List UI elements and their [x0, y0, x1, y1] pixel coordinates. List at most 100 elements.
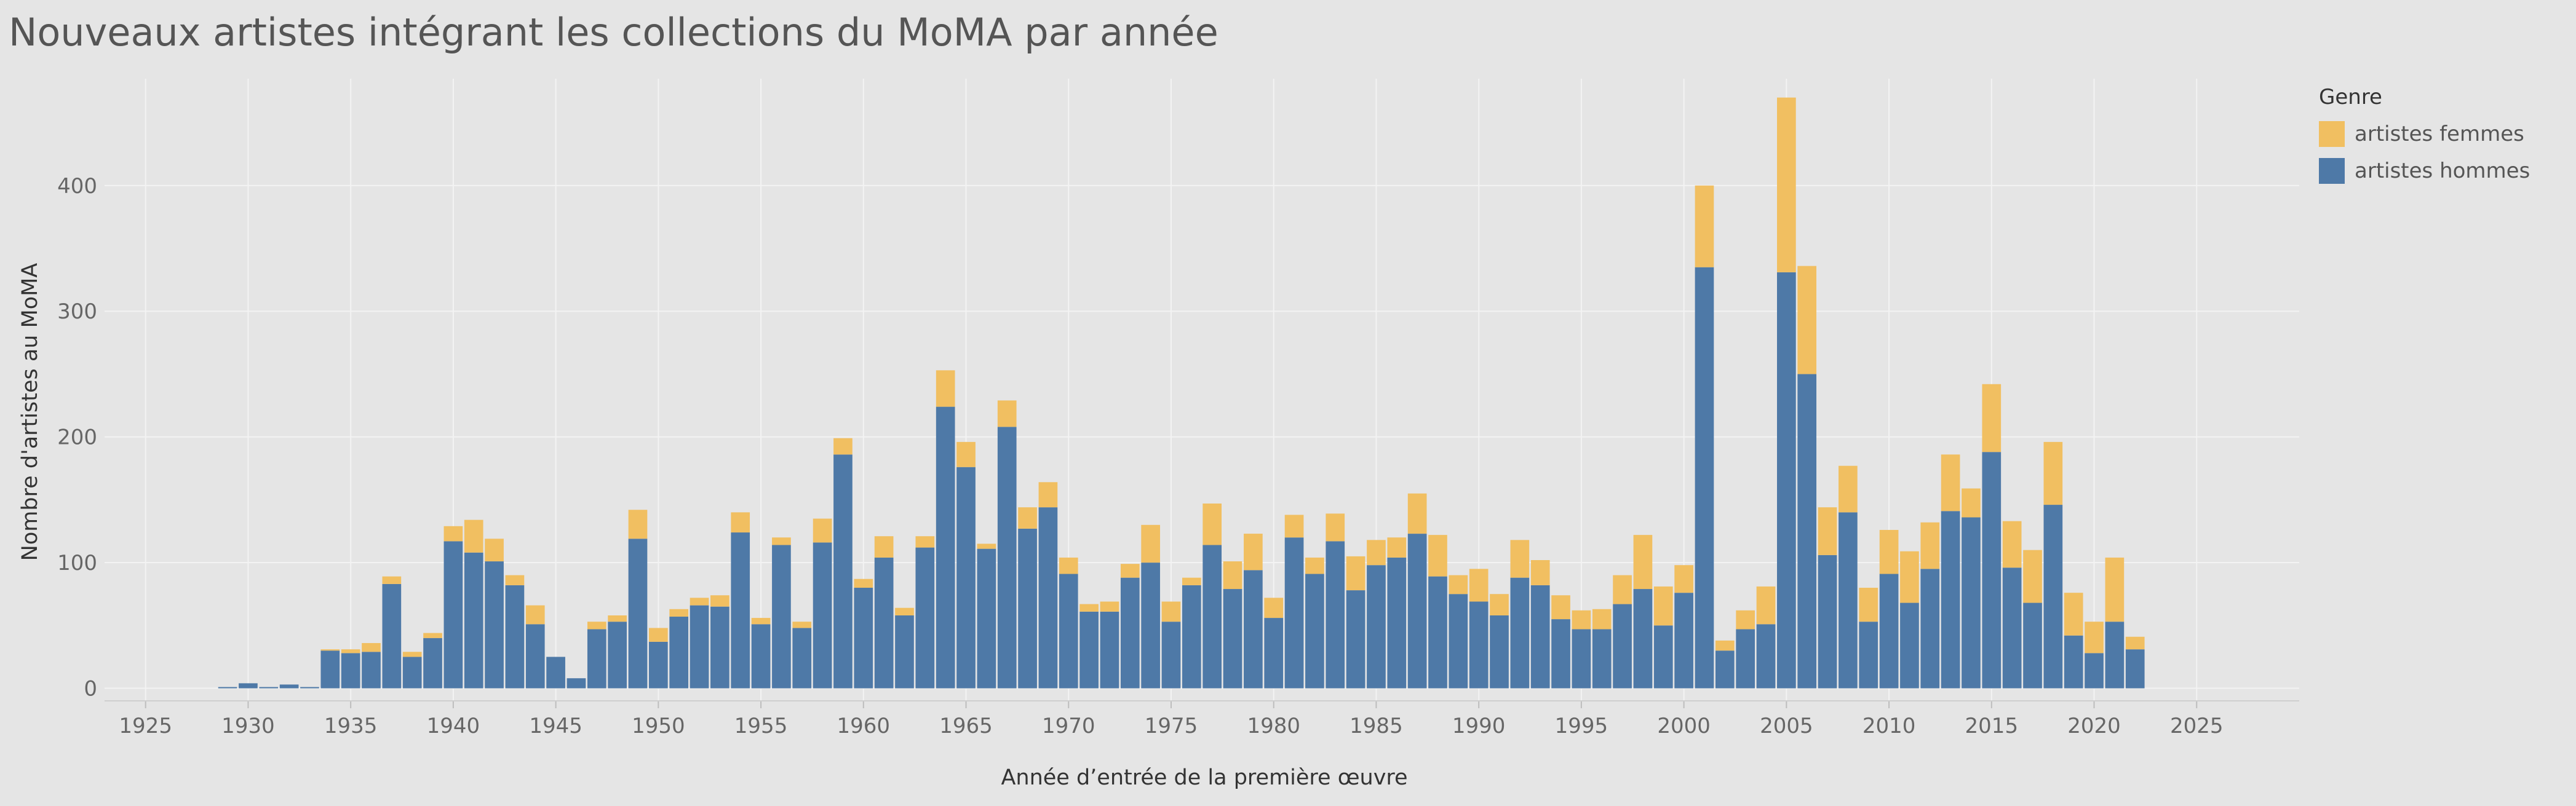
bar-femmes-1953 — [710, 595, 729, 607]
bar-hommes-1942 — [485, 561, 504, 689]
bar-hommes-1976 — [1182, 585, 1201, 689]
bar-hommes-1961 — [874, 557, 894, 689]
bar-femmes-1957 — [792, 622, 812, 628]
bar-femmes-1960 — [854, 579, 873, 588]
legend-label-femmes: artistes femmes — [2355, 122, 2524, 146]
legend-item-hommes[interactable]: artistes hommes — [2319, 152, 2530, 189]
bar-hommes-1950 — [648, 641, 668, 689]
legend-swatch-femmes — [2319, 121, 2345, 147]
bar-femmes-2007 — [1818, 507, 1837, 555]
bar-femmes-1948 — [608, 615, 627, 622]
y-tick-label: 400 — [57, 174, 97, 199]
bar-hommes-2019 — [2064, 635, 2083, 689]
legend-item-femmes[interactable]: artistes femmes — [2319, 116, 2530, 152]
bar-femmes-1969 — [1038, 482, 1058, 508]
bar-femmes-2015 — [1982, 384, 2002, 452]
legend: Genre artistes femmes artistes hommes — [2319, 85, 2530, 189]
x-tick-label: 1950 — [632, 714, 685, 738]
bar-femmes-1943 — [505, 575, 525, 585]
bar-femmes-2000 — [1674, 565, 1693, 593]
x-tick-label: 1945 — [529, 714, 582, 738]
bar-hommes-1954 — [731, 532, 750, 689]
x-tick-label: 2010 — [1862, 714, 1916, 738]
bar-hommes-1943 — [505, 585, 525, 689]
bar-femmes-1975 — [1161, 601, 1181, 622]
bar-femmes-1967 — [997, 400, 1017, 427]
bar-femmes-2018 — [2043, 441, 2063, 505]
bar-hommes-1990 — [1469, 601, 1489, 689]
bar-hommes-2001 — [1695, 267, 1714, 689]
x-tick-label: 1930 — [221, 714, 275, 738]
bar-hommes-1962 — [895, 615, 914, 689]
bar-femmes-2006 — [1797, 266, 1817, 374]
bar-hommes-2000 — [1674, 593, 1693, 689]
bar-hommes-2012 — [1920, 569, 1940, 689]
bar-hommes-2006 — [1797, 374, 1817, 689]
bar-hommes-1985 — [1367, 565, 1386, 689]
bar-femmes-1939 — [423, 633, 442, 638]
bar-hommes-1991 — [1490, 615, 1509, 689]
bar-femmes-2003 — [1736, 610, 1755, 630]
bar-hommes-1981 — [1284, 537, 1304, 689]
bar-hommes-2018 — [2043, 505, 2063, 689]
bar-hommes-1987 — [1407, 534, 1427, 689]
bar-femmes-1971 — [1079, 604, 1099, 612]
bar-femmes-1990 — [1469, 569, 1489, 602]
bar-hommes-1972 — [1100, 611, 1119, 689]
bar-hommes-1964 — [936, 406, 955, 689]
bar-hommes-1959 — [833, 454, 853, 689]
x-tick-label: 1980 — [1247, 714, 1300, 738]
bar-femmes-2022 — [2125, 636, 2145, 650]
x-tick-label: 1970 — [1042, 714, 1095, 738]
bar-hommes-1975 — [1161, 622, 1181, 689]
bar-femmes-1964 — [936, 370, 955, 407]
x-tick-label: 1985 — [1350, 714, 1403, 738]
bar-femmes-2013 — [1941, 454, 1960, 512]
bar-hommes-1948 — [608, 622, 627, 689]
x-tick-label: 2020 — [2067, 714, 2121, 738]
bar-femmes-1955 — [751, 618, 771, 625]
bar-hommes-1969 — [1038, 507, 1058, 689]
bar-femmes-1942 — [485, 539, 504, 562]
x-tick-label: 1940 — [427, 714, 480, 738]
bar-femmes-1982 — [1305, 557, 1324, 574]
bar-femmes-1997 — [1613, 575, 1632, 604]
grid-layer — [105, 79, 2299, 701]
bar-hommes-2009 — [1859, 622, 1878, 689]
bar-hommes-1953 — [710, 606, 729, 689]
bar-hommes-1970 — [1059, 574, 1078, 689]
bar-hommes-1949 — [628, 539, 648, 689]
bar-hommes-1995 — [1572, 629, 1591, 689]
bar-femmes-2001 — [1695, 185, 1714, 267]
bar-femmes-1989 — [1449, 575, 1468, 595]
bar-femmes-1968 — [1018, 507, 1037, 529]
x-tick-label: 1990 — [1452, 714, 1506, 738]
bar-hommes-1986 — [1387, 557, 1407, 689]
bar-hommes-1988 — [1428, 576, 1447, 689]
bar-hommes-1939 — [423, 638, 442, 689]
bar-hommes-1979 — [1244, 570, 1263, 689]
bar-hommes-1993 — [1530, 585, 1550, 689]
bar-femmes-2014 — [1962, 488, 1981, 518]
chart-title: Nouveaux artistes intégrant les collecti… — [9, 10, 1218, 55]
bar-femmes-1934 — [320, 649, 340, 651]
bar-femmes-1958 — [813, 518, 832, 543]
bar-hommes-1951 — [669, 617, 689, 689]
bar-hommes-1966 — [977, 548, 996, 689]
bar-hommes-1936 — [362, 652, 381, 689]
bar-hommes-1989 — [1449, 594, 1468, 689]
bar-hommes-2003 — [1736, 629, 1755, 689]
bar-hommes-2014 — [1962, 517, 1981, 689]
bar-femmes-1992 — [1510, 540, 1530, 578]
bar-femmes-2008 — [1839, 465, 1858, 513]
bar-hommes-1930 — [239, 683, 258, 689]
bar-hommes-1998 — [1633, 589, 1653, 689]
bar-hommes-1956 — [772, 545, 791, 689]
bar-femmes-1972 — [1100, 601, 1119, 612]
bar-femmes-1994 — [1551, 595, 1570, 620]
bar-hommes-1934 — [320, 650, 340, 689]
bar-hommes-1971 — [1079, 611, 1099, 689]
bar-hommes-1997 — [1613, 604, 1632, 689]
bar-hommes-1933 — [300, 687, 319, 689]
y-tick-label: 100 — [57, 551, 97, 575]
